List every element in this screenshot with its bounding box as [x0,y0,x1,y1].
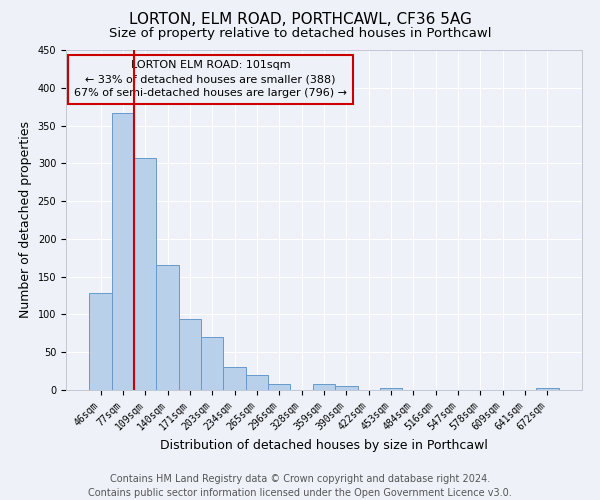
Bar [134,158,157,390]
Bar [268,384,290,390]
Bar [179,319,201,390]
Bar [313,384,335,390]
X-axis label: Distribution of detached houses by size in Porthcawl: Distribution of detached houses by size … [160,438,488,452]
Text: LORTON, ELM ROAD, PORTHCAWL, CF36 5AG: LORTON, ELM ROAD, PORTHCAWL, CF36 5AG [128,12,472,28]
Bar [536,388,559,390]
Bar [380,388,402,390]
Text: Size of property relative to detached houses in Porthcawl: Size of property relative to detached ho… [109,28,491,40]
Bar [157,266,179,390]
Bar [223,368,246,390]
Y-axis label: Number of detached properties: Number of detached properties [19,122,32,318]
Text: LORTON ELM ROAD: 101sqm
← 33% of detached houses are smaller (388)
67% of semi-d: LORTON ELM ROAD: 101sqm ← 33% of detache… [74,60,347,98]
Bar [201,337,223,390]
Text: Contains HM Land Registry data © Crown copyright and database right 2024.
Contai: Contains HM Land Registry data © Crown c… [88,474,512,498]
Bar [89,294,112,390]
Bar [246,375,268,390]
Bar [112,112,134,390]
Bar [335,386,358,390]
